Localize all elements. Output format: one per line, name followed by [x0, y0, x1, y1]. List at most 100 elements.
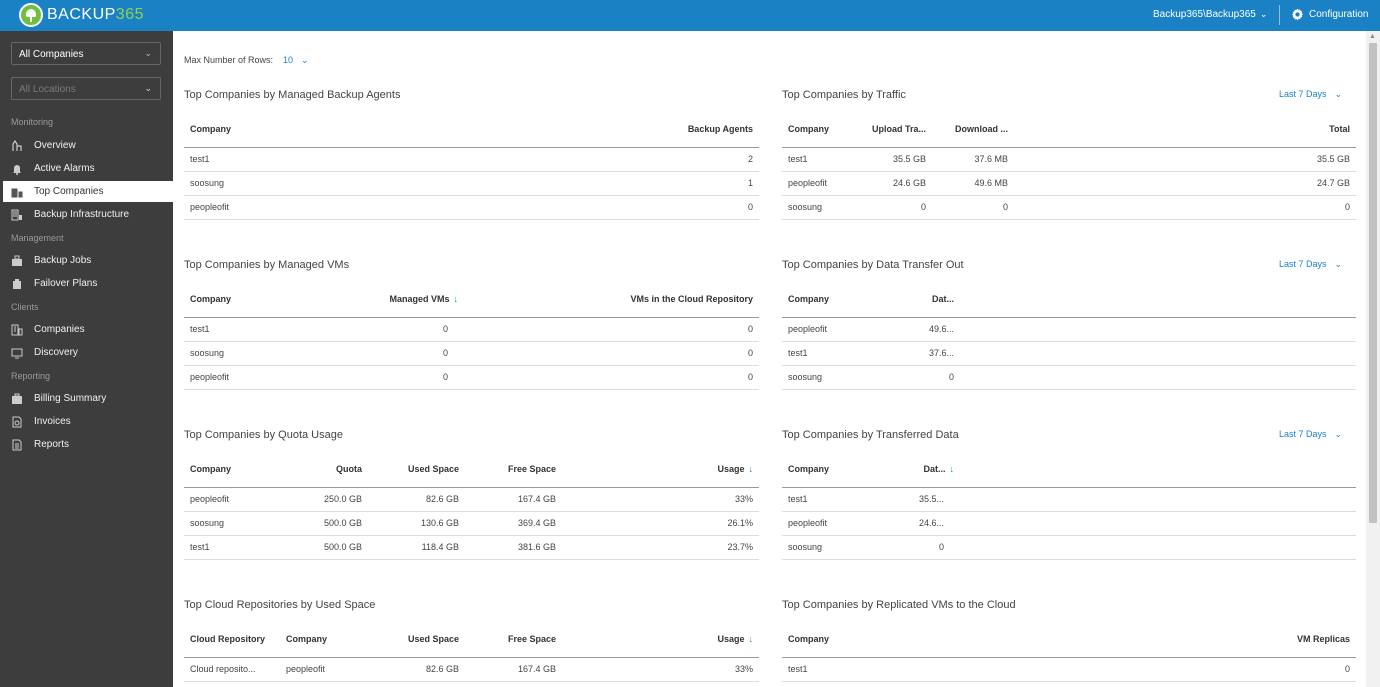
locations-select[interactable]: All Locations ⌄ [11, 77, 161, 100]
column-header[interactable]: Managed VMs ↓ [294, 281, 464, 318]
table-cell: test1 [782, 147, 850, 172]
table-cell: test1 [184, 317, 294, 342]
overview-icon [11, 139, 23, 152]
scrollbar-thumb[interactable] [1369, 43, 1377, 523]
column-header[interactable]: Quota [276, 451, 368, 488]
table-row[interactable]: peopleofit 24.6... [782, 511, 1356, 536]
chevron-down-icon[interactable]: ⌄ [301, 55, 309, 65]
column-header[interactable]: Company [184, 451, 276, 488]
table-cell: peopleofit [184, 365, 294, 390]
column-header[interactable]: Usage ↓ [562, 451, 759, 488]
table-row[interactable]: peopleofit 0 0 [184, 365, 759, 390]
column-header[interactable]: Dat... [850, 281, 960, 318]
table-row[interactable]: Cloud reposito... peopleofit 82.6 GB 167.4 … [184, 657, 759, 682]
column-header[interactable]: Usage ↓ [562, 621, 759, 658]
column-header[interactable]: Company [280, 621, 370, 658]
table-cell: 24.6 GB [850, 171, 932, 196]
table-row[interactable]: test1 2 [184, 147, 759, 172]
discovery-icon [11, 347, 23, 359]
column-header-label: Managed VMs [389, 293, 450, 304]
transferred-period-select[interactable]: Last 7 Days ⌄ [1279, 429, 1342, 440]
sidebar-item-top-companies[interactable]: Top Companies [3, 181, 173, 202]
user-menu[interactable]: Backup365\Backup365 ⌄ [1153, 9, 1267, 20]
table-row[interactable]: soosung 0 0 [184, 341, 759, 366]
column-header[interactable]: VMs in the Cloud Repository [464, 281, 759, 318]
sidebar-item-companies[interactable]: Companies [3, 319, 173, 340]
sidebar-item-active-alarms[interactable]: Active Alarms [3, 158, 173, 179]
column-header[interactable]: Total [1014, 111, 1356, 148]
section-monitoring: Monitoring [11, 117, 54, 127]
scroll-up-arrow-icon[interactable]: ▲ [1369, 33, 1376, 40]
sidebar-item-failover-plans[interactable]: Failover Plans [3, 273, 173, 294]
column-header[interactable]: VM Replicas [1039, 621, 1356, 658]
table-row[interactable]: test1 37.6... [782, 341, 1356, 366]
agents-table: Company Backup Agents test1 2 soosung 1 pe… [184, 111, 759, 220]
configuration-button[interactable]: Configuration [1291, 8, 1368, 21]
bell-icon [11, 163, 23, 175]
column-header[interactable]: Company [782, 451, 850, 488]
sidebar-item-invoices[interactable]: Invoices [3, 411, 173, 432]
column-header[interactable]: Company [184, 111, 419, 148]
table-cell: 369.4 GB [465, 511, 562, 536]
table-row[interactable]: peopleofit 49.6... [782, 317, 1356, 342]
traffic-table: Company Upload Tra... Download ... Total… [782, 111, 1356, 220]
chevron-down-icon: ⌄ [144, 48, 152, 58]
sidebar-item-reports[interactable]: Reports [3, 434, 173, 455]
table-cell: Cloud reposito... [184, 657, 280, 682]
column-header[interactable]: Dat... ↓ [850, 451, 960, 488]
column-header[interactable]: Download ... [932, 111, 1014, 148]
column-header[interactable]: Company [184, 281, 294, 318]
traffic-period-select[interactable]: Last 7 Days ⌄ [1279, 89, 1342, 100]
max-rows-control: Max Number of Rows: 10 ⌄ [184, 55, 309, 66]
table-row[interactable]: soosung 0 [782, 365, 1356, 390]
sidebar-item-label: Backup Jobs [34, 255, 92, 266]
table-cell: peopleofit [782, 317, 850, 342]
column-header[interactable]: Used Space [368, 451, 465, 488]
companies-select[interactable]: All Companies ⌄ [11, 42, 161, 65]
sidebar-item-backup-jobs[interactable]: Backup Jobs [3, 250, 173, 271]
table-row[interactable]: soosung 500.0 GB 130.6 GB 369.4 GB 26.1% [184, 511, 759, 536]
sort-arrow-icon: ↓ [748, 463, 754, 474]
chevron-down-icon: ⌄ [1259, 9, 1268, 19]
sidebar-item-billing-summary[interactable]: Billing Summary [3, 388, 173, 409]
chevron-down-icon: ⌄ [1334, 259, 1343, 269]
column-header[interactable]: Used Space [370, 621, 465, 658]
sidebar-item-backup-infrastructure[interactable]: Backup Infrastructure [3, 204, 173, 225]
column-header[interactable]: Cloud Repository [184, 621, 280, 658]
column-header[interactable]: Company [782, 111, 850, 148]
sidebar-item-overview[interactable]: Overview [3, 135, 173, 156]
column-header[interactable]: Free Space [465, 621, 562, 658]
max-rows-select[interactable]: 10 [283, 55, 294, 65]
table-row[interactable]: test1 0 0 [184, 317, 759, 342]
table-row[interactable]: test1 35.5... [782, 487, 1356, 512]
brand-suffix: 365 [115, 6, 144, 23]
table-row[interactable]: test1 35.5 GB 37.6 MB 35.5 GB [782, 147, 1356, 172]
table-cell: soosung [782, 535, 850, 560]
vertical-scrollbar[interactable]: ▲ [1366, 31, 1380, 687]
column-header[interactable]: Backup Agents [418, 111, 759, 148]
table-row[interactable]: soosung 1 [184, 171, 759, 196]
table-row[interactable]: soosung 0 [782, 535, 1356, 560]
table-row[interactable]: soosung 0 0 0 [782, 195, 1356, 220]
column-header[interactable]: Company [782, 281, 850, 318]
column-header[interactable]: Upload Tra... [850, 111, 932, 148]
panel-title-repos: Top Cloud Repositories by Used Space [184, 599, 376, 611]
panel-title-agents: Top Companies by Managed Backup Agents [184, 89, 401, 101]
table-row[interactable]: peopleofit 250.0 GB 82.6 GB 167.4 GB 33% [184, 487, 759, 512]
table-row[interactable]: peopleofit 24.6 GB 49.6 MB 24.7 GB [782, 171, 1356, 196]
column-header[interactable]: Free Space [465, 451, 562, 488]
table-row[interactable]: test1 0 [782, 657, 1356, 682]
transfer-out-period-select[interactable]: Last 7 Days ⌄ [1279, 259, 1342, 270]
table-row[interactable]: test1 500.0 GB 118.4 GB 381.6 GB 23.7% [184, 535, 759, 560]
period-label: Last 7 Days [1279, 259, 1327, 269]
table-cell: 130.6 GB [368, 511, 465, 536]
table-cell: test1 [184, 535, 276, 560]
table-cell: 35.5 GB [850, 147, 932, 172]
configuration-label: Configuration [1309, 9, 1369, 20]
gear-icon [1291, 8, 1304, 21]
table-row[interactable]: peopleofit 0 [184, 195, 759, 220]
column-header[interactable]: Company [782, 621, 1040, 658]
brand-logo[interactable]: BACKUP365 [19, 3, 144, 27]
sidebar-item-discovery[interactable]: Discovery [3, 342, 173, 363]
table-cell: 0 [932, 195, 1014, 220]
